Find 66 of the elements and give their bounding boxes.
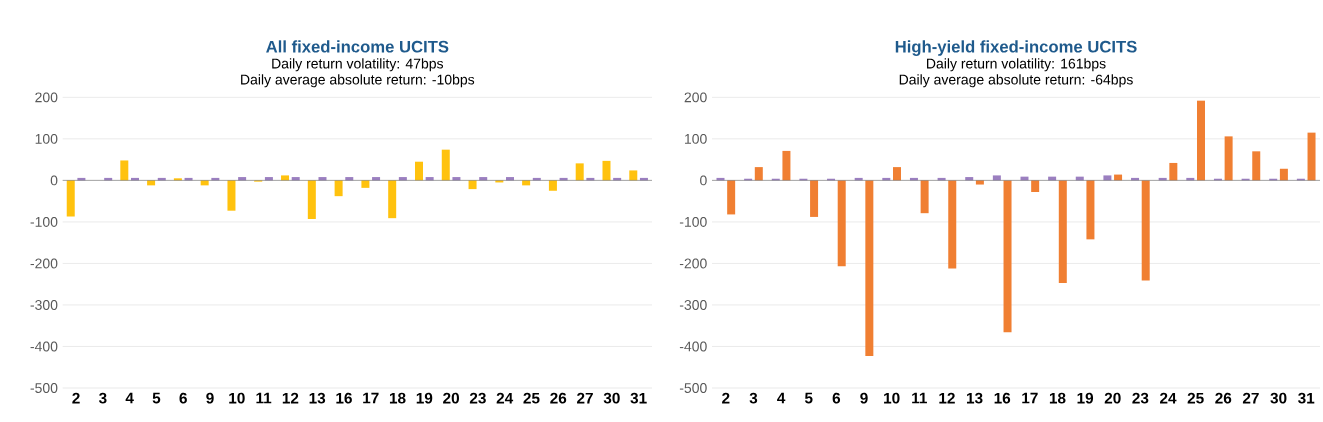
chart-subtitle: Daily return volatility: 161bps: [927, 58, 1106, 72]
y-tick-label: 200: [35, 92, 58, 103]
x-tick-label: 9: [206, 392, 214, 404]
x-tick-label: 20: [1104, 392, 1121, 404]
x-tick-label: 25: [1187, 392, 1204, 404]
x-tick-label: 9: [860, 392, 868, 404]
x-tick-label: 5: [152, 392, 161, 404]
x-tick-label: 4: [777, 392, 786, 404]
text: Daily average absolute return: -64bps: [899, 74, 1133, 88]
x-tick-label: 27: [1242, 392, 1259, 404]
y-tick-label: -200: [30, 258, 58, 269]
x-tick-label: 5: [804, 392, 813, 404]
x-tick-label: 2: [72, 392, 80, 404]
x-tick-label: 25: [523, 392, 540, 404]
y-tick-label: 100: [685, 133, 707, 144]
x-tick-label: 11: [912, 392, 927, 404]
x-tick-label: 30: [1270, 392, 1287, 404]
y-tick-label: -400: [679, 341, 707, 352]
x-tick-label: 13: [309, 392, 326, 404]
x-tick-label: 19: [1077, 392, 1094, 404]
x-tick-label: 16: [994, 392, 1011, 404]
x-tick-label: 6: [832, 392, 841, 404]
x-tick-label: 10: [229, 392, 245, 404]
x-tick-label: 23: [1132, 392, 1149, 404]
x-tick-label: 12: [282, 392, 299, 404]
x-tick-label: 31: [1298, 392, 1315, 404]
x-tick-label: 31: [630, 392, 647, 404]
x-tick-label: 19: [416, 392, 433, 404]
text: Daily average absolute return: -10bps: [241, 74, 475, 88]
x-tick-label: 10: [884, 392, 900, 404]
x-tick-label: 12: [939, 392, 955, 404]
y-tick-label: 200: [684, 92, 707, 103]
x-tick-label: 26: [1215, 392, 1232, 404]
x-tick-label: 18: [389, 392, 406, 404]
x-tick-label: 24: [1160, 392, 1177, 404]
x-tick-label: 11: [256, 392, 272, 404]
x-tick-label: 2: [722, 392, 730, 404]
x-tick-label: 18: [1049, 392, 1066, 404]
y-tick-label: -400: [30, 341, 58, 352]
x-tick-label: 17: [363, 392, 379, 404]
y-tick-label: -200: [679, 258, 707, 269]
x-tick-label: 17: [1022, 392, 1038, 404]
y-tick-label: -100: [679, 216, 707, 227]
y-tick-label: -100: [30, 216, 58, 227]
x-tick-label: 6: [179, 392, 187, 404]
y-tick-label: -500: [679, 383, 707, 393]
y-tick-label: -500: [30, 383, 58, 393]
x-tick-label: 20: [443, 392, 459, 404]
chart-subtitle: Daily return volatility: 47bps: [272, 58, 444, 72]
y-tick-label: 100: [35, 133, 58, 144]
x-tick-label: 4: [125, 392, 134, 404]
x-tick-label: 30: [603, 392, 620, 404]
x-tick-label: 3: [749, 392, 758, 404]
x-tick-label: 24: [496, 392, 514, 404]
y-tick-label: 0: [700, 175, 707, 186]
y-tick-label: -300: [679, 300, 707, 310]
x-tick-label: 27: [577, 392, 593, 404]
chart-title: High-yield fixed-income UCITS: [895, 40, 1137, 56]
chart-title: All fixed-income UCITS: [266, 40, 449, 53]
x-tick-label: 23: [469, 392, 486, 404]
x-tick-label: 16: [336, 392, 352, 404]
x-tick-label: 13: [966, 392, 983, 404]
x-tick-label: 26: [550, 392, 567, 404]
x-tick-label: 3: [98, 392, 107, 404]
y-tick-label: -300: [30, 300, 58, 310]
y-tick-label: 0: [50, 175, 58, 186]
